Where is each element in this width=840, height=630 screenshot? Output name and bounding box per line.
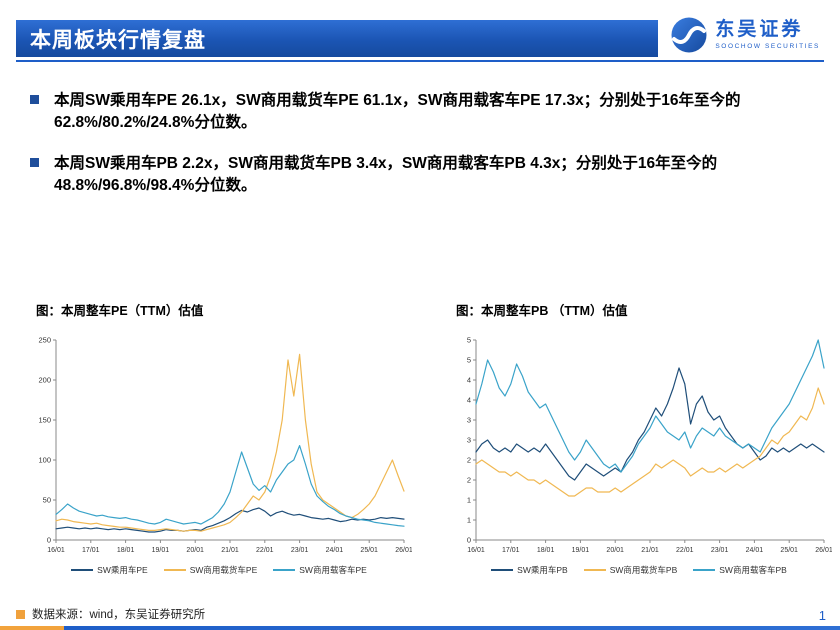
pb-chart: 0 1 1 2 2 3 3 4 4 5 5 16/01 17/01 18/01 19/01 20/01 21/0… [467, 336, 832, 555]
svg-text:100: 100 [38, 456, 51, 465]
logo-name: 东吴证券 [715, 19, 804, 41]
bullet-pb: 本周SW乘用车PB 2.2x，SW商用载货车PB 3.4x，SW商用载客车PB … [30, 153, 822, 197]
svg-text:2: 2 [467, 456, 471, 465]
soochow-logo-icon [671, 17, 707, 53]
logo-text: 东吴证券 SOOCHOW SECURITIES [715, 19, 820, 50]
data-source-text: 数据来源：wind，东吴证券研究所 [32, 609, 206, 621]
svg-text:21/01: 21/01 [641, 547, 659, 554]
legend-label: SW乘用车PB [517, 565, 568, 575]
legend-item: SW商用载客车PB [693, 564, 787, 576]
svg-text:24/01: 24/01 [746, 547, 764, 554]
svg-text:26/01: 26/01 [395, 547, 412, 554]
svg-text:18/01: 18/01 [117, 547, 135, 554]
bullet-square-icon [30, 158, 39, 167]
svg-text:50: 50 [43, 496, 51, 505]
bottom-accent-bar [0, 626, 840, 630]
page-title: 本周板块行情复盘 [30, 28, 206, 52]
pe-chart-block: 图：本周整车PE（TTM）估值 0 50 100 150 200 250 16/01 17/0… [26, 300, 412, 576]
svg-text:17/01: 17/01 [82, 547, 100, 554]
svg-text:16/01: 16/01 [47, 547, 65, 554]
bullet-pe-text: 本周SW乘用车PE 26.1x，SW商用载货车PE 61.1x，SW商用载客车P… [54, 92, 741, 131]
legend-line-icon [491, 569, 514, 571]
svg-text:3: 3 [467, 436, 471, 445]
legend-line-icon [583, 569, 606, 571]
svg-text:25/01: 25/01 [360, 547, 378, 554]
svg-text:4: 4 [467, 396, 471, 405]
svg-text:2: 2 [467, 476, 471, 485]
svg-text:23/01: 23/01 [711, 547, 729, 554]
company-logo: 东吴证券 SOOCHOW SECURITIES [670, 16, 820, 54]
svg-text:200: 200 [38, 376, 51, 385]
footer: 数据来源：wind，东吴证券研究所 [16, 606, 205, 622]
legend-label: SW商用载货车PE [189, 565, 258, 575]
legend-line-icon [163, 569, 186, 571]
legend-item: SW商用载货车PB [583, 564, 678, 576]
svg-text:22/01: 22/01 [676, 547, 694, 554]
svg-text:0: 0 [467, 536, 471, 545]
bullet-pb-text: 本周SW乘用车PB 2.2x，SW商用载货车PB 3.4x，SW商用载客车PB … [54, 155, 718, 194]
svg-text:26/01: 26/01 [815, 547, 832, 554]
legend-item: SW乘用车PB [491, 564, 568, 576]
legend-line-icon [693, 569, 716, 571]
svg-text:23/01: 23/01 [291, 547, 309, 554]
legend-line-icon [71, 569, 94, 571]
bullet-pe: 本周SW乘用车PE 26.1x，SW商用载货车PE 61.1x，SW商用载客车P… [30, 90, 822, 134]
svg-text:4: 4 [467, 376, 471, 385]
svg-text:0: 0 [47, 536, 51, 545]
legend-label: SW乘用车PE [97, 565, 148, 575]
svg-text:24/01: 24/01 [326, 547, 344, 554]
svg-text:5: 5 [467, 336, 471, 345]
svg-text:19/01: 19/01 [572, 547, 590, 554]
legend-line-icon [273, 569, 296, 571]
svg-text:1: 1 [467, 496, 471, 505]
legend-item: SW商用载客车PE [273, 564, 367, 576]
pb-chart-title: 图：本周整车PB （TTM）估值 [456, 304, 628, 318]
svg-text:18/01: 18/01 [537, 547, 555, 554]
svg-text:1: 1 [467, 516, 471, 525]
pb-chart-legend: SW乘用车PB SW商用载货车PB SW商用载客车PB [446, 564, 832, 576]
header-bar: 本周板块行情复盘 [16, 20, 658, 57]
legend-item: SW商用载货车PE [163, 564, 258, 576]
svg-text:3: 3 [467, 416, 471, 425]
svg-text:21/01: 21/01 [221, 547, 239, 554]
legend-label: SW商用载客车PE [299, 565, 367, 575]
pe-chart-title: 图：本周整车PE（TTM）估值 [36, 304, 204, 318]
pe-chart-legend: SW乘用车PE SW商用载货车PE SW商用载客车PE [26, 564, 412, 576]
page-number: 1 [818, 608, 826, 623]
svg-text:22/01: 22/01 [256, 547, 274, 554]
svg-text:20/01: 20/01 [186, 547, 204, 554]
footer-square-icon [16, 609, 25, 619]
svg-text:17/01: 17/01 [502, 547, 520, 554]
pe-chart: 0 50 100 150 200 250 16/01 17/01 18/01 19/01 20/01… [38, 336, 412, 555]
svg-text:20/01: 20/01 [606, 547, 624, 554]
legend-label: SW商用载货车PB [609, 565, 678, 575]
svg-text:16/01: 16/01 [467, 547, 485, 554]
svg-text:5: 5 [467, 356, 471, 365]
svg-text:250: 250 [38, 336, 51, 345]
logo-subtitle: SOOCHOW SECURITIES [715, 42, 820, 50]
pb-chart-block: 图：本周整车PB （TTM）估值 0 1 1 2 2 3 3 4 4 5 5 16/01 17/01 18… [446, 300, 832, 576]
summary-bullets: 本周SW乘用车PE 26.1x，SW商用载货车PE 61.1x，SW商用载客车P… [30, 90, 822, 216]
header-underline [16, 60, 824, 62]
bullet-square-icon [30, 95, 39, 104]
svg-text:19/01: 19/01 [152, 547, 170, 554]
legend-label: SW商用载客车PB [719, 565, 787, 575]
legend-item: SW乘用车PE [71, 564, 148, 576]
svg-text:25/01: 25/01 [780, 547, 798, 554]
charts-row: 图：本周整车PE（TTM）估值 0 50 100 150 200 250 16/01 17/0… [26, 300, 832, 576]
svg-text:150: 150 [38, 416, 51, 425]
